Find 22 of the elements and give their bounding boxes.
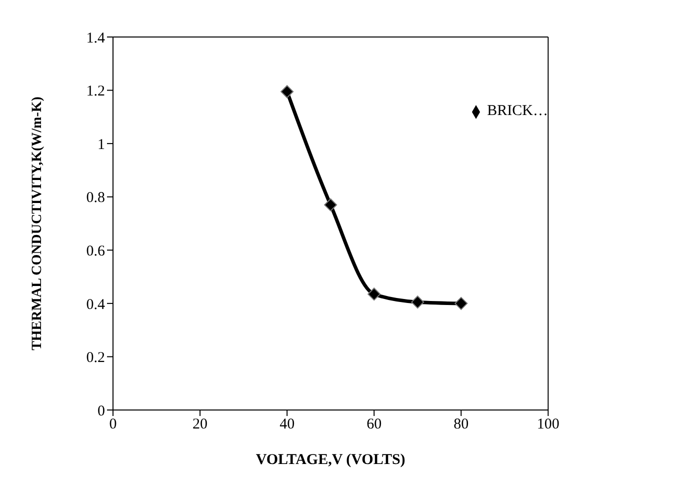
y-tick-label: 1 bbox=[98, 136, 105, 153]
point bbox=[324, 198, 338, 212]
point bbox=[411, 296, 424, 309]
point bbox=[368, 288, 381, 301]
y-tick-label: 0.8 bbox=[86, 190, 105, 206]
x-tick-label: 60 bbox=[366, 416, 382, 433]
y-tick-label: 1.2 bbox=[86, 84, 105, 100]
x-tick-label: 20 bbox=[192, 416, 208, 433]
x-tick-label: 40 bbox=[280, 416, 295, 433]
y-tick-label: 1.4 bbox=[86, 30, 106, 46]
x-tick-label: 100 bbox=[536, 416, 560, 433]
y-tick-label: 0.2 bbox=[86, 350, 105, 366]
x-tick-label: 0 bbox=[109, 416, 117, 433]
y-tick-label: 0 bbox=[98, 403, 105, 420]
point bbox=[454, 296, 468, 310]
y-tick-label: 0.6 bbox=[86, 243, 106, 260]
point bbox=[280, 85, 294, 98]
x-axis-title: VOLTAGE,V (VOLTS) bbox=[256, 452, 406, 468]
y-tick-label: 0.4 bbox=[86, 296, 106, 313]
legend-label: BRICK… bbox=[487, 103, 548, 119]
x-tick-label: 80 bbox=[454, 416, 469, 433]
y-axis-title: THERMAL CONDUCTIVITY,K(W/m-K) bbox=[30, 96, 45, 350]
